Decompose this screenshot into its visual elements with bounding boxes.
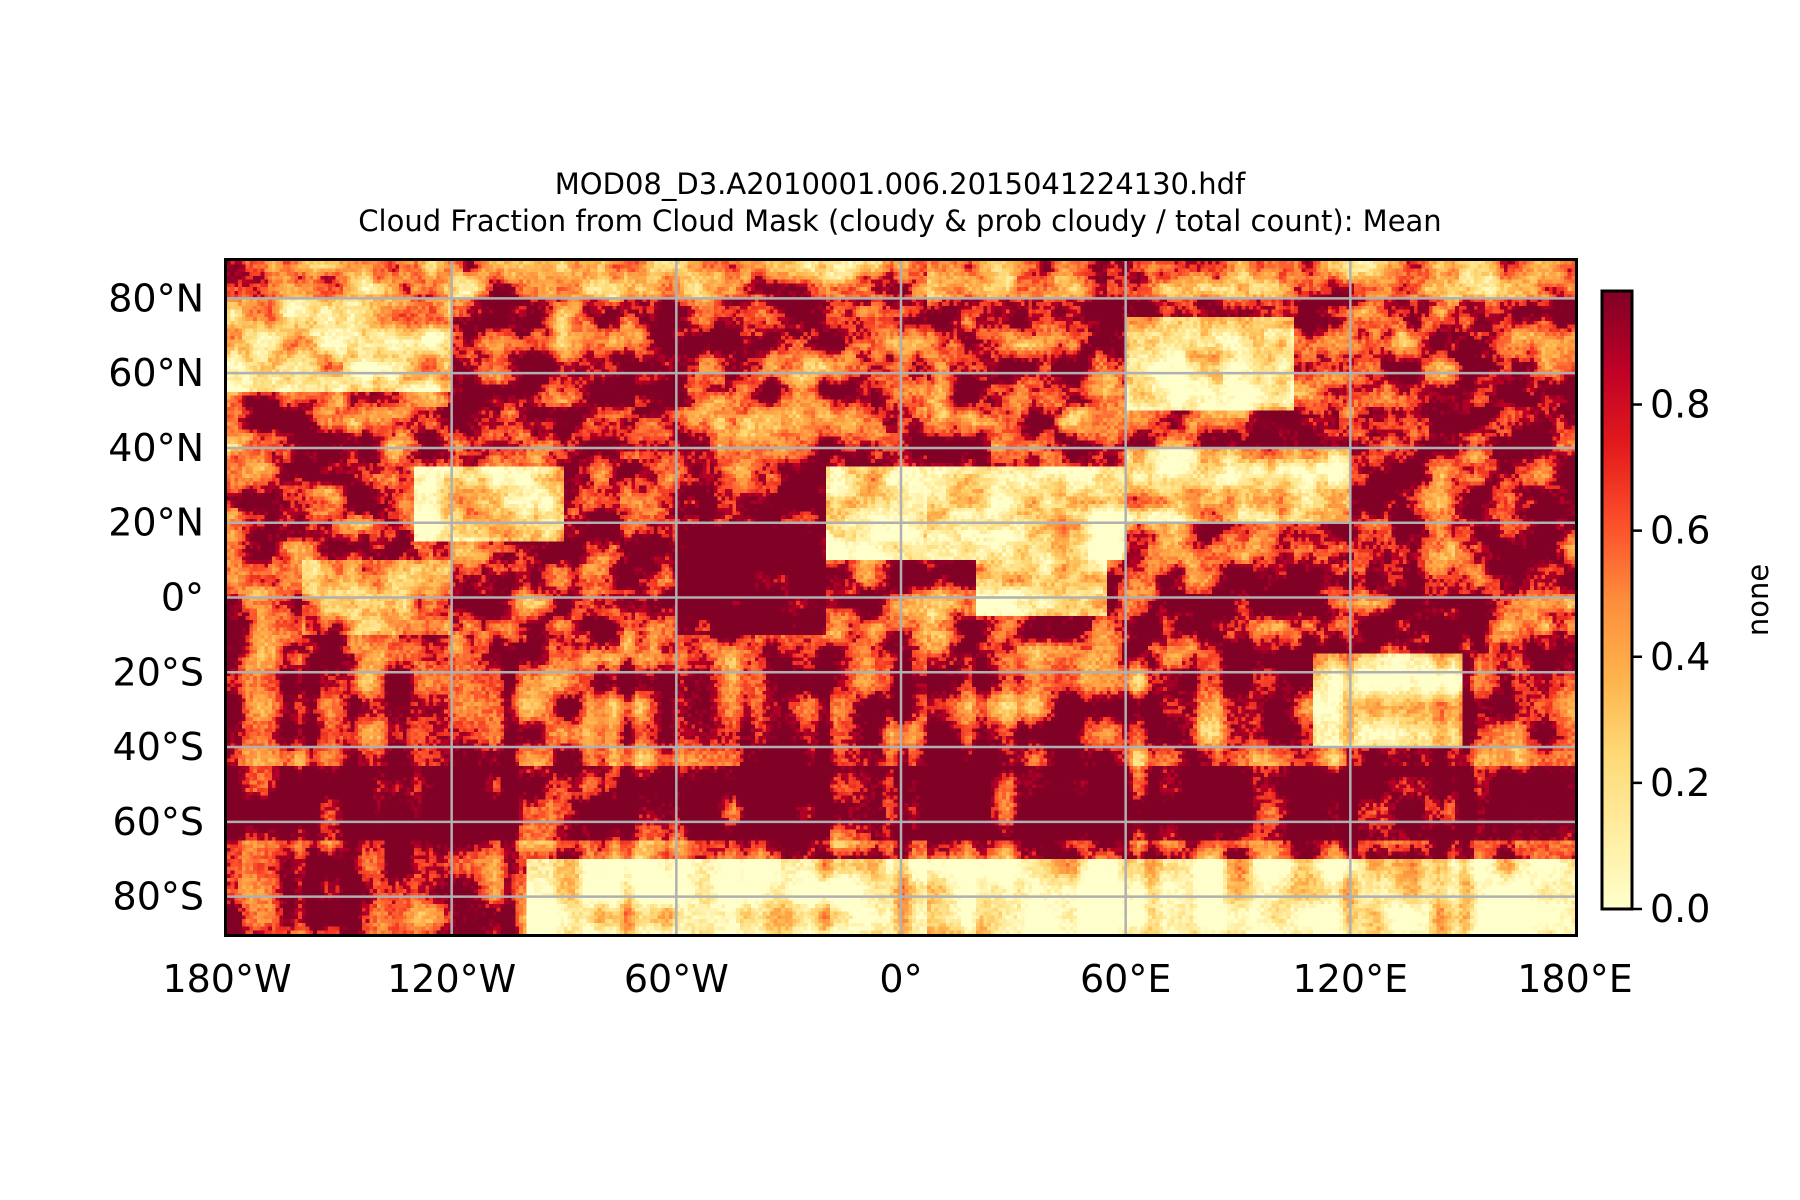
y-axis-ticks: 80°N 60°N 40°N 20°N 0° 20°S 40°S 60°S 80°S <box>108 276 204 918</box>
x-tick-label: 120°W <box>387 957 516 1001</box>
chart-title-variable: Cloud Fraction from Cloud Mask (cloudy &… <box>358 204 1442 238</box>
colorbar-tick-label: 0.8 <box>1650 383 1710 427</box>
y-tick-label: 60°N <box>108 351 204 395</box>
colorbar-ticks: 0.0 0.2 0.4 0.6 0.8 <box>1632 383 1710 931</box>
y-tick-label: 40°N <box>108 426 204 470</box>
y-tick-label: 0° <box>161 576 204 620</box>
colorbar-label: none <box>1741 564 1775 636</box>
x-tick-label: 180°E <box>1517 957 1633 1001</box>
y-tick-label: 20°S <box>113 650 204 694</box>
y-tick-label: 60°S <box>113 800 204 844</box>
y-tick-label: 40°S <box>113 725 204 769</box>
y-tick-label: 80°N <box>108 276 204 320</box>
x-tick-label: 60°E <box>1080 957 1171 1001</box>
x-tick-label: 60°W <box>624 957 729 1001</box>
y-tick-label: 20°N <box>108 501 204 545</box>
graticule-grid <box>227 261 1575 934</box>
x-axis-ticks: 180°W 120°W 60°W 0° 60°E 120°E 180°E <box>162 957 1632 1001</box>
colorbar-tick-label: 0.4 <box>1650 635 1710 679</box>
y-tick-label: 80°S <box>113 875 204 919</box>
x-tick-label: 120°E <box>1293 957 1409 1001</box>
x-tick-label: 180°W <box>162 957 291 1001</box>
x-tick-label: 0° <box>879 957 922 1001</box>
colorbar <box>1600 289 1634 911</box>
chart-title-filename: MOD08_D3.A2010001.006.2015041224130.hdf <box>554 167 1246 201</box>
colorbar-tick-label: 0.6 <box>1650 509 1710 553</box>
colorbar-tick-label: 0.2 <box>1650 761 1710 805</box>
colorbar-tick-label: 0.0 <box>1650 887 1710 931</box>
